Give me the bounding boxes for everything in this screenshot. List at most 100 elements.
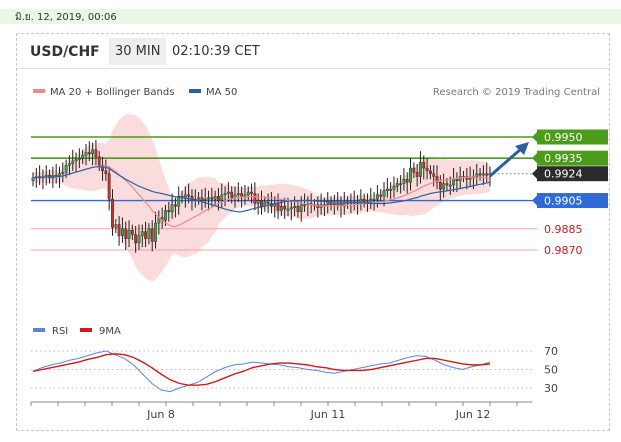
candle-body xyxy=(77,157,81,160)
candle-body xyxy=(422,162,426,169)
candle-body xyxy=(399,183,402,185)
candle-body xyxy=(438,181,442,190)
level-label-5: 0.9870 xyxy=(544,244,583,257)
candle-body xyxy=(147,228,151,239)
candle-body xyxy=(385,189,389,191)
candle-body xyxy=(243,194,247,197)
candle-body xyxy=(485,173,489,176)
candle-body xyxy=(392,186,396,190)
candle-body xyxy=(468,177,472,180)
candle-body xyxy=(117,224,121,237)
date-bar: มิ.ย. 12, 2019, 00:06 xyxy=(0,9,621,24)
candle-body xyxy=(452,179,455,186)
candle-body xyxy=(481,173,485,176)
candle-body xyxy=(210,197,214,200)
candle-body xyxy=(97,156,101,166)
level-label-bg-1 xyxy=(537,150,608,166)
candle-body xyxy=(144,231,147,239)
candle-body xyxy=(435,176,439,183)
candle-body xyxy=(260,200,263,207)
candle-body xyxy=(428,170,432,174)
ma20-legend-swatch xyxy=(33,89,45,93)
candle-body xyxy=(81,155,85,159)
credit-text: Research © 2019 Trading Central xyxy=(433,87,600,98)
x-tick-label-1: Jun 11 xyxy=(310,408,346,421)
candle-body xyxy=(140,231,144,237)
candle-body xyxy=(402,179,406,184)
ma50-legend-swatch xyxy=(189,89,201,93)
level-labels: 0.9950 0.9935 0.9924 0.9905 0.9885 0.9870 xyxy=(532,129,608,257)
9ma-legend-swatch xyxy=(80,328,92,332)
candle-body xyxy=(236,193,240,196)
candle-body xyxy=(130,229,134,235)
timeframe-button[interactable]: 30 MIN xyxy=(109,38,167,65)
candle-body xyxy=(332,203,336,205)
candle-body xyxy=(87,152,91,155)
candle-body xyxy=(137,235,141,244)
candle-body xyxy=(475,173,479,177)
candle-body xyxy=(187,194,191,197)
moving-averages xyxy=(32,165,491,228)
level-label-bg-2 xyxy=(537,166,608,182)
level-label-notch-3 xyxy=(532,195,537,206)
candle-body xyxy=(104,170,108,174)
candle-body xyxy=(154,222,157,242)
candle-body xyxy=(230,191,234,198)
candle-body xyxy=(283,205,287,210)
rsi-tick-50: 50 xyxy=(544,364,558,377)
candle-body xyxy=(299,204,303,213)
candle-body xyxy=(226,191,230,194)
candle-body xyxy=(74,159,78,162)
candle-body xyxy=(250,191,253,194)
ma20-line xyxy=(32,165,491,228)
candle-body xyxy=(303,204,306,207)
level-label-notch-1 xyxy=(532,153,537,164)
9ma-legend-label: 9MA xyxy=(99,326,121,337)
header-divider xyxy=(17,68,609,69)
candle-body xyxy=(409,167,412,183)
candle-body xyxy=(170,204,174,213)
candle-body xyxy=(455,179,459,181)
chart-header: USD/CHF 30 MIN 02:10:39 CET xyxy=(17,35,609,67)
candle-body xyxy=(68,163,71,166)
candle-body xyxy=(107,173,111,200)
rsi-panel: 70 50 30 xyxy=(31,345,558,395)
candle-body xyxy=(415,172,419,177)
rsi-9ma-line xyxy=(32,353,491,386)
rsi-tick-30: 30 xyxy=(544,382,558,395)
trend-arrow xyxy=(489,146,523,178)
candle-body xyxy=(91,149,95,155)
candle-body xyxy=(279,205,283,211)
candle-body xyxy=(64,165,68,173)
x-tick-label-0: Jun 8 xyxy=(146,408,175,421)
candle-body xyxy=(442,183,446,190)
rsi-line xyxy=(32,350,491,393)
candle-body xyxy=(286,208,290,211)
candle-body xyxy=(203,198,207,201)
candle-body xyxy=(296,205,300,213)
candle-body xyxy=(220,194,224,201)
candle-body xyxy=(432,173,436,177)
candle-body xyxy=(256,200,260,204)
clock-label: 02:10:39 CET xyxy=(172,44,260,59)
candle-body xyxy=(150,228,154,242)
candle-body xyxy=(164,210,167,221)
candle-body xyxy=(419,162,422,177)
candle-body xyxy=(329,201,333,205)
candle-body xyxy=(167,210,171,213)
candle-body xyxy=(445,183,449,186)
candle-body xyxy=(197,197,200,200)
candle-body xyxy=(240,193,244,197)
candle-body xyxy=(71,160,75,165)
candle-body xyxy=(84,152,88,156)
candle-body xyxy=(217,196,220,201)
candle-body xyxy=(223,193,227,196)
ma50-legend-label: MA 50 xyxy=(206,87,237,98)
candle-body xyxy=(425,167,429,172)
candles xyxy=(31,139,492,253)
chart-panel xyxy=(16,33,610,431)
x-tick-label-2: Jun 12 xyxy=(455,408,491,421)
symbol-label: USD/CHF xyxy=(30,44,100,60)
candle-body xyxy=(336,203,340,205)
candle-body xyxy=(61,172,65,174)
